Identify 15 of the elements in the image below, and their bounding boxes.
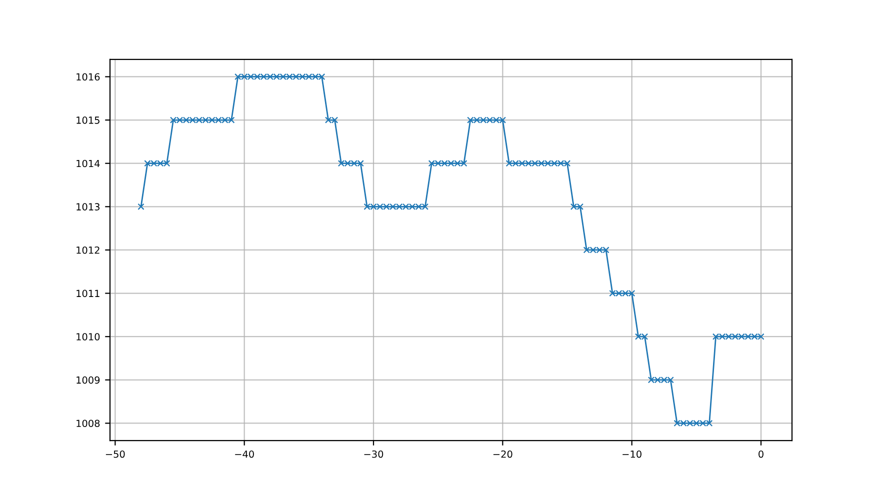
x-tick-label: −30 [364,450,384,458]
y-tick-label: 1008 [76,420,100,428]
x-tick-label: −20 [493,450,512,458]
y-tick-label: 1011 [76,290,100,298]
y-tick-label: 1013 [76,203,100,210]
y-tick-label: 1015 [76,116,100,124]
y-tick-label: 1010 [76,333,100,340]
x-tick-label: −50 [106,450,125,458]
y-tick-label: 1014 [76,160,100,168]
y-tick-label: 1016 [76,73,100,81]
x-tick-label: −10 [622,450,642,458]
x-tick-label: −40 [235,450,254,458]
y-tick-label: 1009 [76,376,100,384]
y-tick-label: 1012 [76,246,100,254]
x-tick-label: 0 [758,450,764,458]
